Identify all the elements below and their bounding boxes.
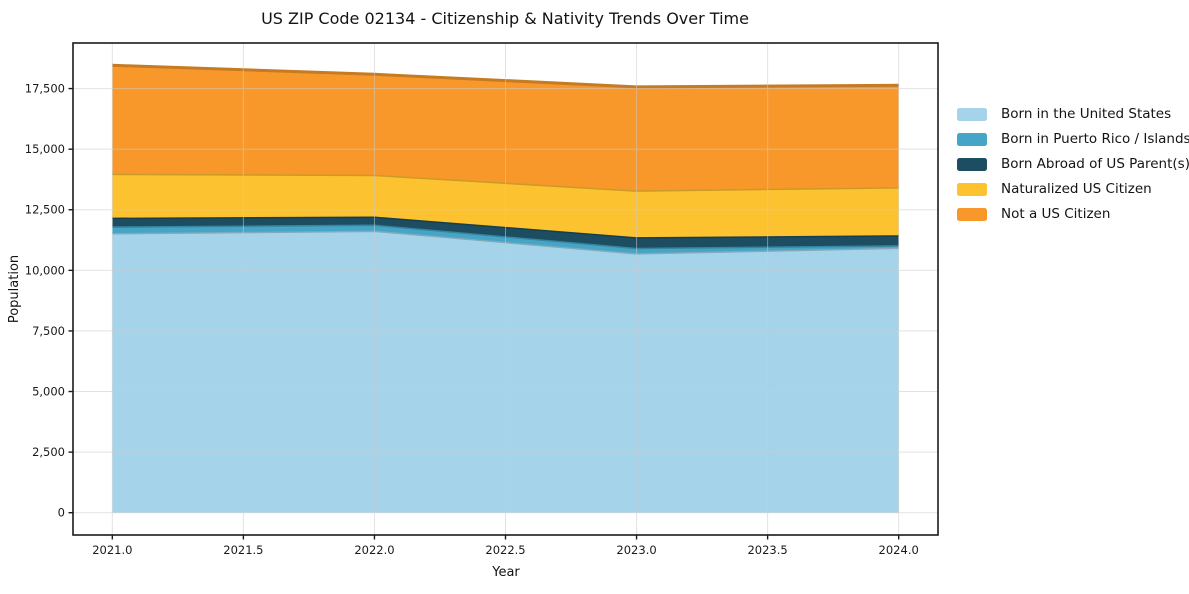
x-tick-label: 2021.5 (223, 543, 263, 557)
x-tick-label: 2022.5 (485, 543, 525, 557)
y-tick-label: 10,000 (25, 263, 65, 277)
y-axis-label: Population (7, 255, 22, 323)
grid-lines (73, 43, 938, 535)
legend-swatch-born-in-puerto-rico-islands (957, 133, 987, 146)
y-tick-label: 17,500 (25, 82, 65, 96)
legend-label: Born Abroad of US Parent(s) (1001, 155, 1189, 172)
y-tick-label: 12,500 (25, 203, 65, 217)
x-tick-label: 2023.5 (747, 543, 787, 557)
legend-item-not-a-us-citizen: Not a US Citizen (957, 202, 1189, 227)
y-tick-label: 2,500 (32, 445, 65, 459)
legend-label: Born in the United States (1001, 105, 1172, 122)
legend-swatch-not-a-us-citizen (957, 208, 987, 221)
legend-swatch-born-abroad-of-us-parent-s (957, 158, 987, 171)
legend-swatch-born-in-the-united-states (957, 108, 987, 121)
x-tick-label: 2021.0 (92, 543, 132, 557)
y-tick-label: 15,000 (25, 142, 65, 156)
legend-item-naturalized-us-citizen: Naturalized US Citizen (957, 177, 1189, 202)
x-tick-label: 2024.0 (879, 543, 919, 557)
legend-swatch-naturalized-us-citizen (957, 183, 987, 196)
legend-item-born-in-puerto-rico-islands: Born in Puerto Rico / Islands (957, 127, 1189, 152)
chart-title: US ZIP Code 02134 - Citizenship & Nativi… (261, 9, 749, 28)
legend-item-born-in-the-united-states: Born in the United States (957, 102, 1189, 127)
legend-label: Not a US Citizen (1001, 205, 1111, 222)
y-tick-label: 5,000 (32, 385, 65, 399)
x-axis-label: Year (491, 565, 520, 580)
legend-label: Naturalized US Citizen (1001, 180, 1152, 197)
x-tick-label: 2023.0 (616, 543, 656, 557)
y-tick-label: 7,500 (32, 324, 65, 338)
legend: Born in the United States Born in Puerto … (957, 102, 1189, 227)
x-tick-label: 2022.0 (354, 543, 394, 557)
legend-item-born-abroad-of-us-parent-s: Born Abroad of US Parent(s) (957, 152, 1189, 177)
y-tick-label: 0 (58, 506, 65, 520)
legend-label: Born in Puerto Rico / Islands (1001, 130, 1189, 147)
axis-ticks: 2021.0 2021.5 2022.0 2022.5 2023.0 2023.5 2024… (25, 82, 919, 557)
